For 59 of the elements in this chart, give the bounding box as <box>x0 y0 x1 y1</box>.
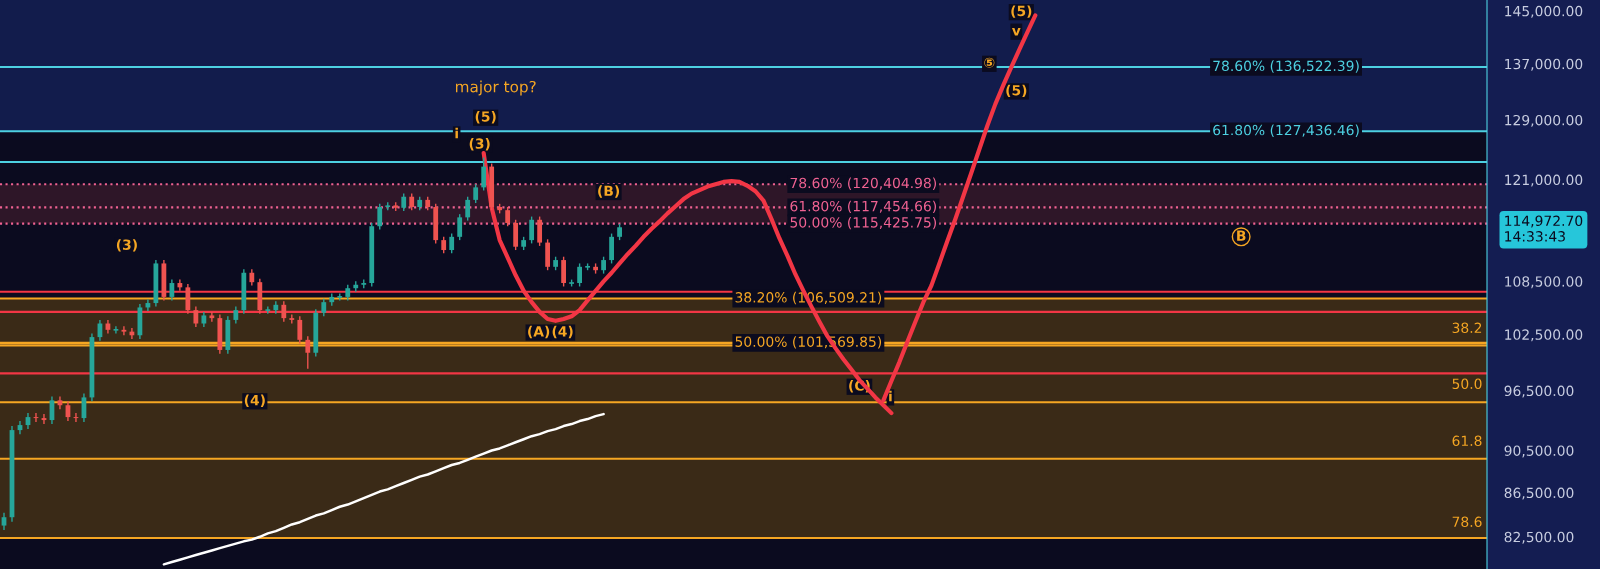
annotation: (5) <box>475 111 496 124</box>
annotation: 61.8 <box>1452 435 1482 447</box>
candlestick <box>209 311 215 323</box>
candlestick <box>561 256 567 288</box>
candlestick <box>473 183 479 204</box>
candlestick <box>193 305 199 328</box>
candlestick <box>449 232 455 255</box>
annotation: 38.2 <box>1452 322 1482 334</box>
annotation: (3) <box>469 138 490 151</box>
annotation: i <box>889 390 892 402</box>
annotation: (B) <box>598 185 620 198</box>
y-tick-label: 121,000.00 <box>1505 174 1583 187</box>
annotation: (3) <box>116 239 137 252</box>
annotation: i <box>455 127 458 139</box>
y-tick-label: 137,000.00 <box>1505 58 1583 71</box>
annotation: major top? <box>455 80 536 96</box>
candlestick <box>169 278 175 302</box>
candlestick <box>505 206 511 227</box>
annotation: ⑤ <box>984 57 995 68</box>
candlestick <box>264 305 272 315</box>
y-tick-label: 96,500.00 <box>1504 385 1574 398</box>
ref-line-label: 78.60% (120,404.98) <box>790 177 937 190</box>
candlestick <box>377 203 383 231</box>
y-tick-label: 102,500.00 <box>1505 329 1583 342</box>
annotation: (4) <box>552 325 573 339</box>
y-tick-label: 82,500.00 <box>1504 531 1574 544</box>
annotation: 78.6 <box>1452 516 1482 528</box>
candlestick <box>513 219 519 251</box>
candlestick <box>609 232 614 265</box>
ref-line-label: 61.80% (127,436.46) <box>1213 124 1359 137</box>
candlestick <box>481 156 487 192</box>
y-tick-label: 108,500.00 <box>1505 276 1583 289</box>
y-tick-label: 86,500.00 <box>1504 487 1574 500</box>
candlestick <box>529 215 535 245</box>
y-tick-label: 145,000.00 <box>1505 5 1583 18</box>
annotation: (5) <box>1011 5 1032 18</box>
y-tick-label: 114,972.70 14:33:43 <box>1505 215 1583 242</box>
annotation: v <box>1012 27 1021 36</box>
candlestick <box>297 315 303 345</box>
y-tick-label: 129,000.00 <box>1505 114 1583 127</box>
candlestick <box>273 300 279 315</box>
line-series <box>162 412 605 566</box>
annotation: (5) <box>1006 84 1027 98</box>
candlestick <box>465 196 471 222</box>
annotation: (A) <box>528 325 550 339</box>
candlestick <box>457 213 463 241</box>
y-tick-label: 90,500.00 <box>1504 445 1574 458</box>
ref-line-label: 78.60% (136,522.39) <box>1213 60 1359 73</box>
annotation: 50.0 <box>1452 378 1482 390</box>
candlestick <box>305 335 311 370</box>
annotation: B <box>1237 230 1246 241</box>
candlestick <box>577 262 583 288</box>
ref-line-label: 50.00% (115,425.75) <box>790 216 937 230</box>
candlestick <box>185 283 191 315</box>
candlestick <box>112 325 120 335</box>
candlestick <box>281 300 287 323</box>
annotation: (4) <box>244 394 265 407</box>
candlestick <box>537 215 543 247</box>
ref-line-label: 61.80% (117,454.66) <box>790 200 937 214</box>
